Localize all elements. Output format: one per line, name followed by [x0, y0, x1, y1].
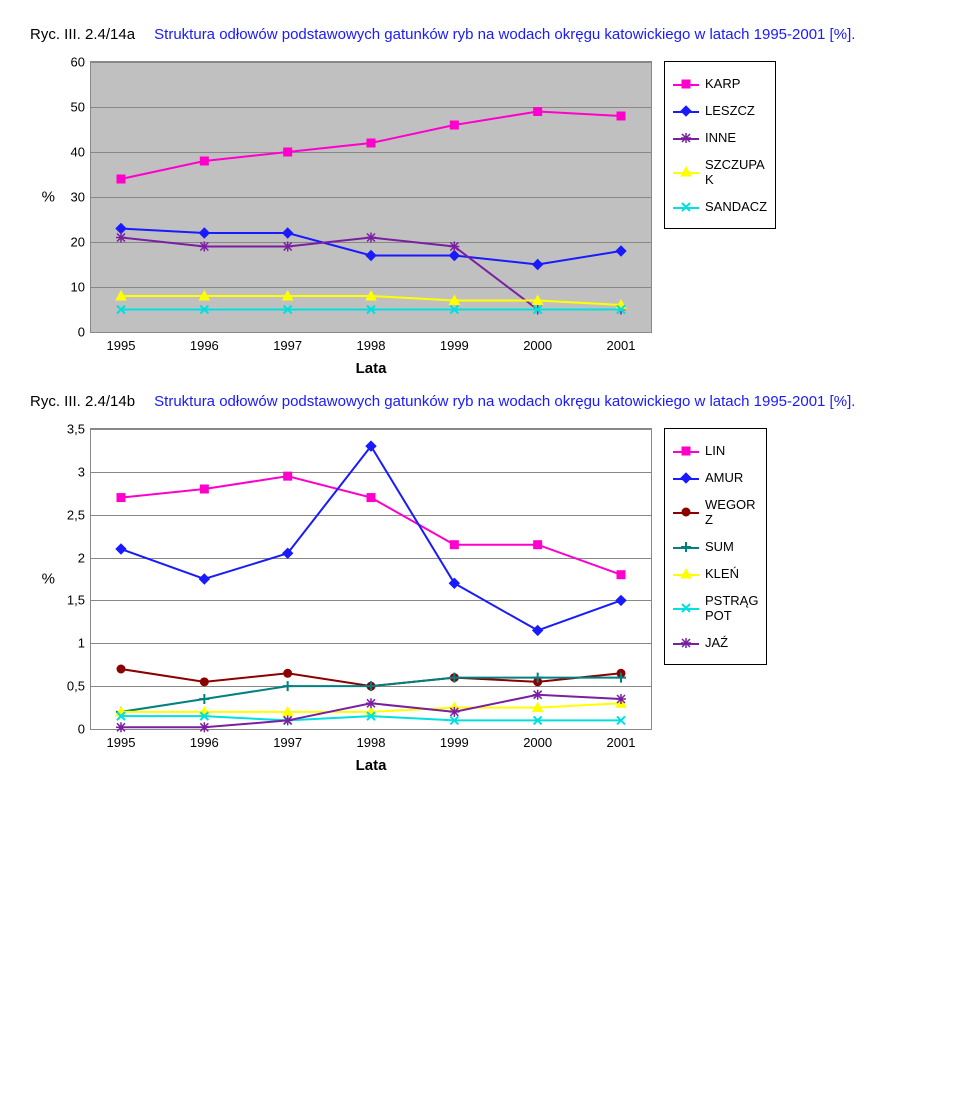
legend-item: LESZCZ: [673, 97, 767, 124]
legend-item: KARP: [673, 70, 767, 97]
y-tick: 1,5: [67, 593, 91, 608]
y-tick: 30: [71, 190, 91, 205]
y-tick: 20: [71, 235, 91, 250]
x-tick: 1997: [273, 729, 302, 750]
y-tick: 3: [78, 464, 91, 479]
legend-item: PSTRĄG POT: [673, 587, 758, 629]
x-tick: 2001: [607, 729, 636, 750]
x-tick: 1997: [273, 332, 302, 353]
x-tick: 1999: [440, 332, 469, 353]
y-tick: 1: [78, 636, 91, 651]
x-tick: 1996: [190, 332, 219, 353]
y-axis-label: %: [42, 189, 55, 206]
y-tick: 50: [71, 100, 91, 115]
x-tick: 2001: [607, 332, 636, 353]
legend-item: AMUR: [673, 464, 758, 491]
x-tick: 2000: [523, 332, 552, 353]
figA-code: Ryc. III. 2.4/14a: [30, 26, 150, 43]
legend: KARP LESZCZ INNE SZCZUPA K SANDACZ: [664, 61, 776, 229]
legend-item: SUM: [673, 533, 758, 560]
legend-item: LIN: [673, 437, 758, 464]
legend-item: SANDACZ: [673, 193, 767, 220]
legend: LIN AMUR WEGOR Z SUM KLEŃ PSTRĄG POT JAŹ: [664, 428, 767, 665]
x-axis-label: Lata: [356, 332, 387, 377]
legend-item: KLEŃ: [673, 560, 758, 587]
y-tick: 3,5: [67, 422, 91, 437]
y-tick: 0: [78, 722, 91, 737]
x-tick: 1995: [107, 332, 136, 353]
y-tick: 10: [71, 280, 91, 295]
figB-title: Ryc. III. 2.4/14b Struktura odłowów pods…: [30, 393, 930, 410]
y-tick: 2: [78, 550, 91, 565]
y-tick: 2,5: [67, 507, 91, 522]
y-tick: 0,5: [67, 679, 91, 694]
x-tick: 2000: [523, 729, 552, 750]
x-axis-label: Lata: [356, 729, 387, 774]
figB-text: Struktura odłowów podstawowych gatunków …: [154, 393, 894, 410]
legend-item: INNE: [673, 124, 767, 151]
x-tick: 1999: [440, 729, 469, 750]
figA-title: Ryc. III. 2.4/14a Struktura odłowów pods…: [30, 26, 930, 43]
legend-item: JAŹ: [673, 629, 758, 656]
legend-item: SZCZUPA K: [673, 151, 767, 193]
y-tick: 40: [71, 145, 91, 160]
figA-text: Struktura odłowów podstawowych gatunków …: [154, 26, 894, 43]
chart-a: 0102030405060199519961997199819992000200…: [30, 61, 930, 333]
y-tick: 60: [71, 55, 91, 70]
figB-code: Ryc. III. 2.4/14b: [30, 393, 150, 410]
y-tick: 0: [78, 325, 91, 340]
chart-b: 00,511,522,533,5199519961997199819992000…: [30, 428, 930, 730]
y-axis-label: %: [42, 571, 55, 588]
legend-item: WEGOR Z: [673, 491, 758, 533]
